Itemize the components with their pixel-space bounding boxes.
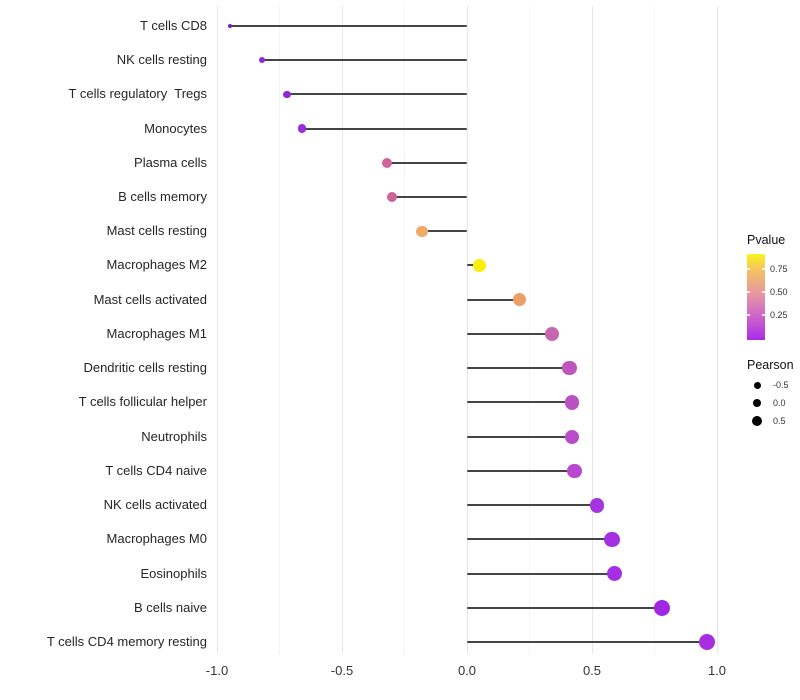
lollipop-stem	[467, 469, 575, 472]
lollipop-dot	[227, 23, 232, 28]
major-gridline	[216, 6, 218, 654]
pvalue-colorbar	[747, 254, 765, 340]
lollipop-stem	[467, 538, 612, 541]
x-tick-label: -0.5	[330, 663, 354, 678]
pearson-legend-title: Pearson	[747, 358, 794, 372]
lollipop-stem	[387, 161, 467, 164]
size-legend-dot	[753, 381, 761, 389]
category-label: Monocytes	[144, 120, 207, 136]
lollipop-stem	[467, 332, 552, 335]
size-legend-label: 0.0	[773, 398, 786, 408]
lollipop-stem	[302, 127, 467, 130]
major-gridline	[341, 6, 343, 654]
category-label: Mast cells resting	[106, 223, 207, 239]
lollipop-dot	[297, 124, 307, 133]
lollipop-dot	[545, 326, 559, 341]
category-label: B cells memory	[118, 189, 207, 204]
lollipop-dot	[606, 566, 623, 582]
lollipop-stem	[467, 435, 572, 438]
lollipop-dot	[258, 56, 266, 64]
category-label: T cells CD8	[140, 17, 207, 33]
category-label: T cells CD4 naive	[105, 462, 207, 478]
lollipop-stem	[287, 93, 467, 96]
major-gridline	[466, 6, 468, 654]
size-legend-dot	[752, 398, 762, 408]
lollipop-stem	[467, 606, 662, 609]
lollipop-dot	[564, 395, 580, 410]
colorbar-tick	[747, 291, 750, 293]
colorbar-label: 0.25	[770, 310, 788, 320]
lollipop-stem	[467, 367, 570, 370]
category-label: Macrophages M0	[106, 531, 207, 547]
lollipop-dot	[416, 225, 428, 237]
category-label: B cells naive	[134, 599, 207, 615]
colorbar-tick	[747, 314, 750, 316]
colorbar-label: 0.50	[770, 287, 788, 297]
x-tick-label: 0.5	[582, 663, 602, 678]
lollipop-dot	[562, 361, 577, 376]
lollipop-stem	[467, 401, 572, 404]
size-legend-label: -0.5	[773, 380, 789, 390]
category-label: T cells follicular helper	[78, 394, 207, 410]
category-label: T cells regulatory Tregs	[68, 86, 207, 102]
minor-gridline	[654, 6, 655, 654]
pvalue-legend-title: Pvalue	[747, 233, 786, 247]
lollipop-dot	[589, 497, 605, 513]
category-label: Eosinophils	[140, 565, 208, 581]
lollipop-dot	[564, 429, 580, 444]
category-label: T cells CD4 memory resting	[46, 634, 207, 650]
colorbar-tick	[762, 268, 765, 270]
category-label: Neutrophils	[141, 428, 207, 444]
lollipop-dot	[512, 293, 527, 307]
lollipop-dot	[381, 157, 393, 168]
lollipop-stem	[467, 641, 707, 644]
lollipop-stem	[392, 196, 467, 198]
lollipop-dot	[698, 633, 716, 651]
category-label: Dendritic cells resting	[83, 360, 207, 376]
lollipop-stem	[262, 59, 467, 62]
lollipop-dot	[283, 90, 291, 99]
category-label: NK cells resting	[116, 52, 207, 68]
lollipop-dot	[473, 259, 486, 272]
major-gridline	[591, 6, 593, 654]
minor-gridline	[279, 6, 280, 654]
category-label: Mast cells activated	[93, 291, 207, 307]
lollipop-dot	[654, 599, 670, 616]
major-gridline	[716, 6, 718, 654]
lollipop-stem	[467, 298, 520, 301]
category-label: Macrophages M2	[106, 257, 207, 273]
x-tick-label: 0.0	[457, 663, 477, 678]
minor-gridline	[404, 6, 405, 654]
size-legend-label: 0.5	[773, 416, 786, 426]
lollipop-stem	[467, 572, 615, 575]
colorbar-tick	[747, 268, 750, 270]
category-label: Macrophages M1	[106, 325, 207, 341]
lollipop-dot	[604, 531, 620, 547]
minor-gridline	[529, 6, 530, 654]
lollipop-stem	[467, 504, 597, 507]
category-label: Plasma cells	[134, 154, 207, 170]
colorbar-label: 0.75	[770, 264, 788, 274]
category-label: NK cells activated	[103, 497, 207, 513]
size-legend-dot	[752, 416, 762, 426]
x-tick-label: -1.0	[205, 663, 229, 678]
colorbar-tick	[762, 291, 765, 293]
colorbar-tick	[762, 314, 765, 316]
lollipop-stem	[229, 24, 467, 27]
x-tick-label: 1.0	[707, 663, 727, 678]
lollipop-stem	[422, 230, 467, 233]
lollipop-dot	[386, 191, 398, 203]
lollipop-dot	[567, 463, 582, 479]
